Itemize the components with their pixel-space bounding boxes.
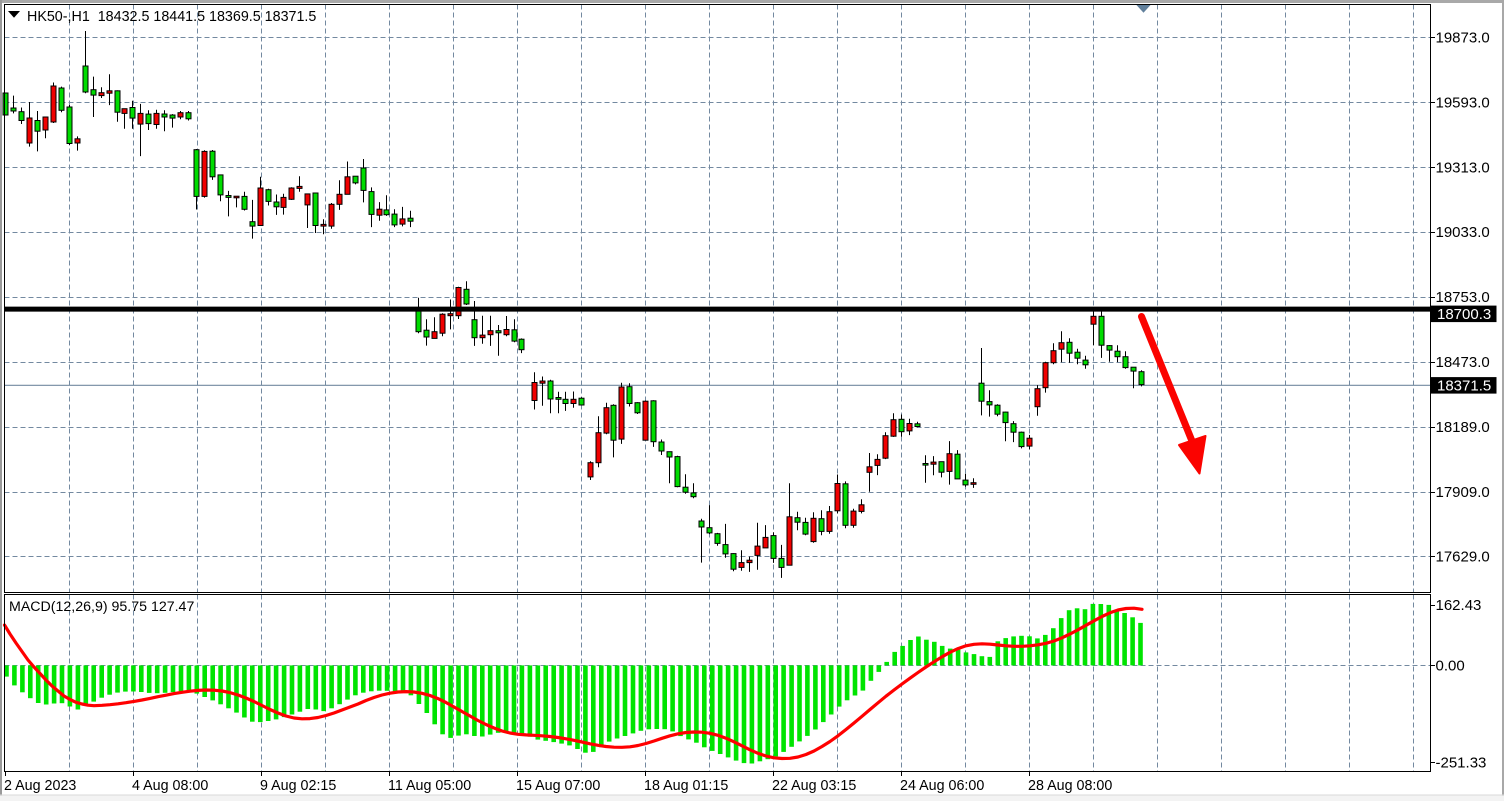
svg-text:18753.0: 18753.0 (1436, 289, 1490, 306)
svg-text:18473.0: 18473.0 (1436, 354, 1490, 371)
svg-text:4 Aug 08:00: 4 Aug 08:00 (132, 778, 208, 794)
svg-text:2 Aug 2023: 2 Aug 2023 (4, 778, 76, 794)
svg-text:-251.33: -251.33 (1436, 755, 1487, 772)
svg-text:9 Aug 02:15: 9 Aug 02:15 (260, 778, 336, 794)
svg-text:162.43: 162.43 (1436, 597, 1482, 614)
svg-text:18 Aug 01:15: 18 Aug 01:15 (644, 778, 728, 794)
svg-text:28 Aug 08:00: 28 Aug 08:00 (1028, 778, 1112, 794)
svg-text:19873.0: 19873.0 (1436, 30, 1490, 47)
svg-text:MACD(12,26,9) 95.75 127.47: MACD(12,26,9) 95.75 127.47 (9, 599, 194, 615)
svg-text:24 Aug 06:00: 24 Aug 06:00 (900, 778, 984, 794)
svg-text:19593.0: 19593.0 (1436, 94, 1490, 111)
svg-text:19033.0: 19033.0 (1436, 224, 1490, 241)
svg-text:18371.5: 18371.5 (1437, 378, 1491, 395)
svg-text:11 Aug 05:00: 11 Aug 05:00 (388, 778, 471, 794)
svg-text:22 Aug 03:15: 22 Aug 03:15 (772, 778, 856, 794)
svg-text:18700.3: 18700.3 (1437, 306, 1491, 323)
svg-text:17629.0: 17629.0 (1436, 549, 1490, 566)
svg-text:17909.0: 17909.0 (1436, 484, 1490, 501)
svg-text:18189.0: 18189.0 (1436, 419, 1490, 436)
svg-text:0.00: 0.00 (1436, 658, 1465, 675)
svg-text:19313.0: 19313.0 (1436, 159, 1490, 176)
svg-text:15 Aug 07:00: 15 Aug 07:00 (516, 778, 600, 794)
svg-text:HK50-,H1 18432.5 18441.5 1836: HK50-,H1 18432.5 18441.5 18369.5 18371.5 (27, 9, 316, 25)
